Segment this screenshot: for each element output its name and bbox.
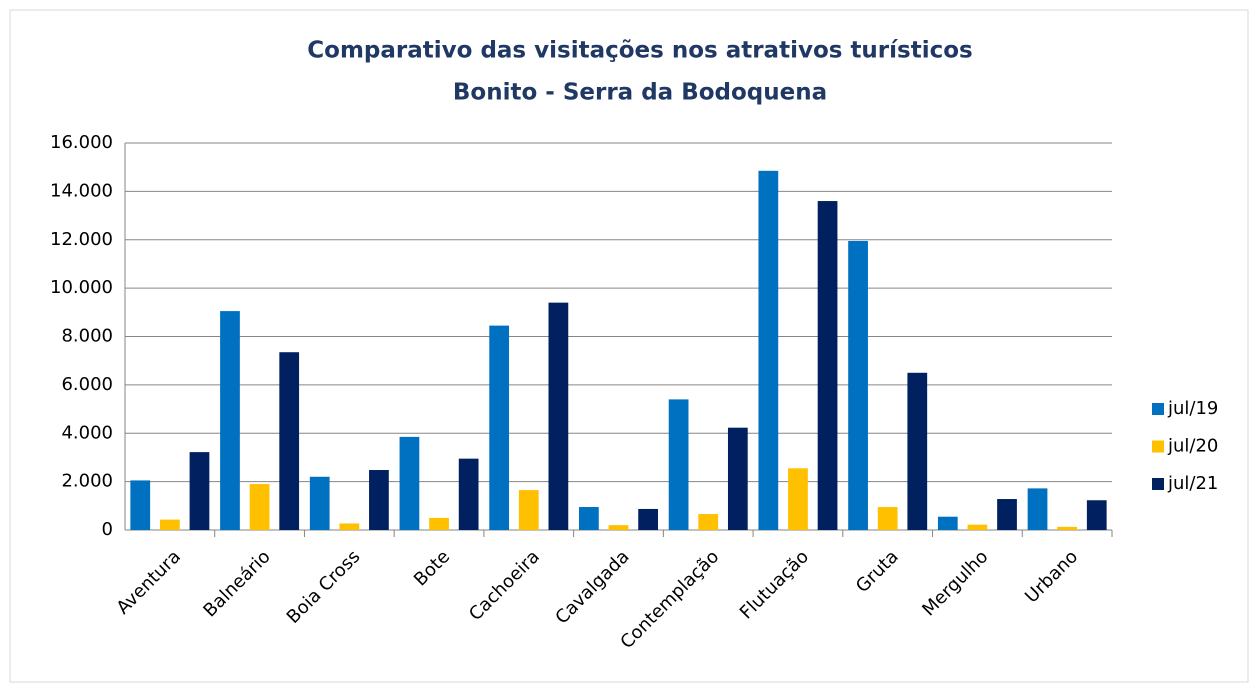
legend-swatch <box>1152 403 1164 415</box>
bar <box>788 468 808 530</box>
bar <box>698 514 719 530</box>
bar <box>399 436 420 530</box>
y-tick-label: 2.000 <box>61 471 113 492</box>
legend-swatch <box>1152 478 1164 490</box>
bar <box>159 519 180 530</box>
bar <box>937 516 958 530</box>
legend-label: jul/19 <box>1167 398 1218 419</box>
y-tick-label: 12.000 <box>50 229 113 250</box>
bar <box>518 490 539 530</box>
chart-subtitle: Bonito - Serra da Bodoquena <box>453 80 827 106</box>
bar <box>220 311 240 530</box>
legend-swatch <box>1152 440 1164 453</box>
bar <box>967 524 988 530</box>
bar <box>369 470 389 530</box>
bar <box>458 458 479 530</box>
y-tick-label: 0 <box>102 519 113 540</box>
bar <box>429 517 449 530</box>
bar <box>817 201 838 531</box>
legend-label: jul/21 <box>1167 473 1218 494</box>
legend-label: jul/20 <box>1167 436 1218 457</box>
chart-title: Comparativo das visitações nos atrativos… <box>307 38 972 64</box>
y-tick-label: 8.000 <box>61 326 113 347</box>
y-tick-label: 16.000 <box>50 132 113 153</box>
bar <box>489 325 510 530</box>
bar <box>727 427 748 530</box>
bar <box>130 480 151 530</box>
y-tick-label: 10.000 <box>50 277 113 298</box>
bar <box>877 507 898 530</box>
bar <box>579 507 599 530</box>
y-tick-label: 14.000 <box>50 180 113 201</box>
bar <box>907 372 928 530</box>
y-tick-label: 4.000 <box>61 422 113 443</box>
bar <box>1027 488 1048 530</box>
bar <box>309 476 330 530</box>
bar <box>1086 500 1107 530</box>
bar <box>279 352 300 530</box>
bar <box>608 525 629 530</box>
bar <box>758 170 779 531</box>
bar <box>668 399 689 530</box>
bar <box>548 302 569 530</box>
bar <box>1057 526 1078 530</box>
bar <box>339 523 360 530</box>
y-tick-label: 6.000 <box>61 374 113 395</box>
bar <box>997 499 1017 530</box>
chart-border <box>9 9 1249 683</box>
bar <box>249 484 270 530</box>
bar <box>848 240 868 530</box>
bar <box>189 452 210 530</box>
bar <box>638 508 658 530</box>
